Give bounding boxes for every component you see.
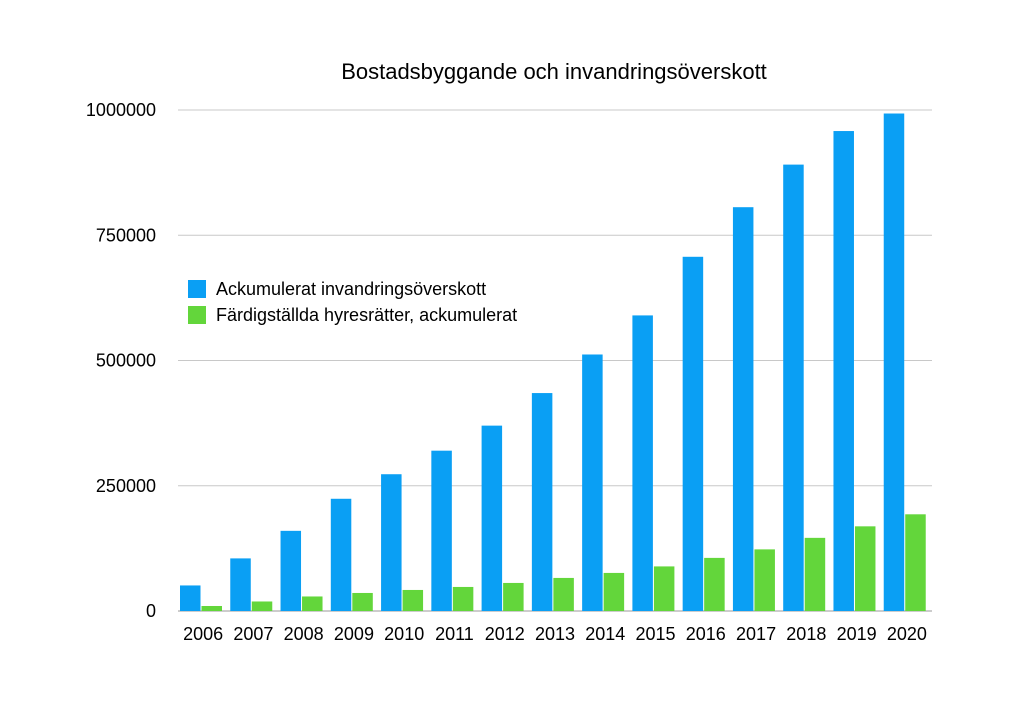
bar-invandring-2007 bbox=[230, 558, 251, 611]
legend-label: Färdigställda hyresrätter, ackumulerat bbox=[216, 305, 517, 325]
bar-invandring-2012 bbox=[481, 425, 503, 611]
x-tick-label: 2011 bbox=[435, 624, 474, 644]
bar-invandring-2013 bbox=[531, 393, 553, 611]
bar-invandring-2016 bbox=[682, 256, 704, 611]
bar-hyresratter-2014 bbox=[603, 572, 625, 611]
y-tick-label: 250000 bbox=[96, 476, 156, 496]
bar-hyresratter-2009 bbox=[352, 592, 373, 611]
bar-hyresratter-2006 bbox=[201, 605, 222, 611]
x-tick-label: 2019 bbox=[837, 624, 877, 644]
x-tick-label: 2016 bbox=[686, 624, 726, 644]
y-axis-ticks: 0 250000 500000 750000 1000000 bbox=[86, 100, 156, 621]
bar-hyresratter-2018 bbox=[804, 537, 826, 611]
x-tick-label: 2010 bbox=[384, 624, 424, 644]
bar-invandring-2010 bbox=[381, 474, 402, 611]
bar-invandring-2008 bbox=[280, 530, 302, 611]
bar-hyresratter-2008 bbox=[302, 596, 323, 611]
bar-invandring-2019 bbox=[833, 131, 854, 612]
legend-swatch bbox=[188, 306, 206, 324]
bars bbox=[180, 113, 926, 612]
bar-invandring-2006 bbox=[180, 585, 201, 611]
bar-invandring-2015 bbox=[632, 315, 653, 611]
y-tick-label: 0 bbox=[146, 601, 156, 621]
bar-invandring-2011 bbox=[431, 450, 452, 611]
chart-title: Bostadsbyggande och invandringsöverskott bbox=[341, 59, 767, 84]
bar-invandring-2014 bbox=[582, 354, 603, 611]
x-tick-label: 2009 bbox=[334, 624, 374, 644]
legend-label: Ackumulerat invandringsöverskott bbox=[216, 279, 486, 299]
bar-hyresratter-2015 bbox=[653, 566, 675, 611]
x-tick-label: 2008 bbox=[284, 624, 324, 644]
bar-hyresratter-2007 bbox=[251, 601, 273, 611]
bar-hyresratter-2013 bbox=[553, 577, 574, 611]
x-tick-label: 2006 bbox=[183, 624, 223, 644]
x-tick-label: 2013 bbox=[535, 624, 575, 644]
legend-swatch bbox=[188, 280, 206, 298]
bar-hyresratter-2020 bbox=[905, 514, 926, 611]
bar-invandring-2020 bbox=[883, 113, 905, 611]
x-tick-label: 2018 bbox=[786, 624, 826, 644]
y-tick-label: 1000000 bbox=[86, 100, 156, 120]
bar-hyresratter-2019 bbox=[854, 526, 876, 611]
bar-hyresratter-2012 bbox=[503, 582, 524, 611]
x-tick-label: 2012 bbox=[485, 624, 525, 644]
x-tick-label: 2014 bbox=[585, 624, 625, 644]
legend: Ackumulerat invandringsöverskott Färdigst… bbox=[188, 279, 517, 325]
bar-hyresratter-2010 bbox=[402, 589, 424, 611]
bar-invandring-2018 bbox=[783, 164, 804, 611]
y-tick-label: 750000 bbox=[96, 225, 156, 245]
bar-hyresratter-2017 bbox=[754, 549, 775, 611]
x-axis-ticks: 2006 2007 2008 2009 2010 2011 2012 2013 2014 2015… bbox=[183, 624, 927, 644]
x-tick-label: 2020 bbox=[887, 624, 927, 644]
bar-hyresratter-2016 bbox=[704, 557, 725, 611]
y-tick-label: 500000 bbox=[96, 351, 156, 371]
x-tick-label: 2007 bbox=[233, 624, 273, 644]
x-tick-label: 2015 bbox=[636, 624, 676, 644]
x-tick-label: 2017 bbox=[736, 624, 776, 644]
bar-invandring-2017 bbox=[732, 207, 754, 611]
bar-hyresratter-2011 bbox=[452, 586, 474, 611]
bar-invandring-2009 bbox=[330, 498, 352, 611]
